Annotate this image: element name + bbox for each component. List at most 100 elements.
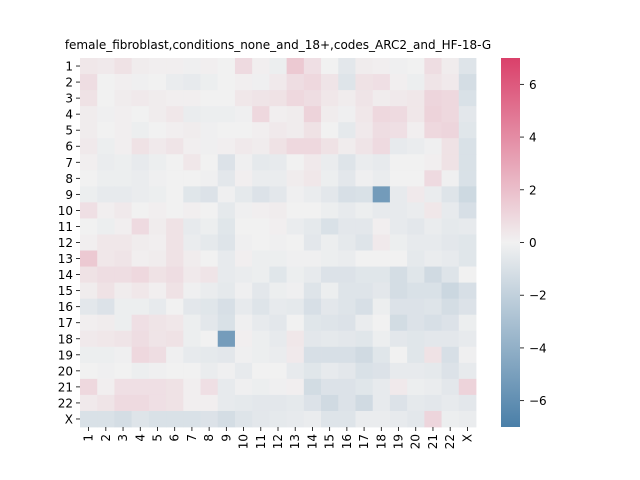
- colorbar: [501, 58, 520, 427]
- heatmap-cell: [338, 282, 356, 300]
- heatmap-cell: [286, 74, 305, 91]
- heatmap-cell: [269, 282, 288, 300]
- heatmap-cell: [458, 378, 477, 396]
- heatmap-cell: [338, 122, 356, 139]
- heatmap-cell: [234, 58, 253, 75]
- heatmap-cell: [286, 394, 305, 412]
- heatmap-cell: [200, 266, 219, 284]
- heatmap-cell: [269, 154, 288, 171]
- heatmap-cell: [407, 298, 425, 316]
- heatmap-cell: [355, 106, 374, 123]
- heatmap-cell: [97, 202, 115, 219]
- heatmap-cell: [200, 282, 219, 300]
- heatmap-cell: [252, 138, 270, 155]
- heatmap-cell: [303, 362, 322, 380]
- x-tick-label: 21: [426, 434, 440, 449]
- heatmap-cell: [252, 250, 270, 267]
- heatmap-cell: [338, 58, 356, 75]
- heatmap-cell: [183, 266, 201, 284]
- heatmap-cell: [114, 362, 133, 380]
- heatmap-cell: [114, 314, 133, 332]
- heatmap-cell: [458, 266, 477, 284]
- heatmap-cell: [389, 250, 408, 267]
- heatmap-cell: [458, 106, 477, 123]
- heatmap-cell: [131, 202, 150, 219]
- heatmap-cell: [441, 202, 460, 219]
- heatmap-cell: [217, 378, 236, 396]
- heatmap-cell: [269, 250, 288, 267]
- x-tick-label: 4: [133, 434, 147, 442]
- heatmap-cell: [303, 330, 322, 348]
- heatmap-cell: [303, 74, 322, 91]
- heatmap-cell: [407, 282, 425, 300]
- heatmap-cell: [131, 250, 150, 267]
- heatmap-cell: [441, 90, 460, 107]
- heatmap-cell: [441, 330, 460, 348]
- x-tick-label: 1: [82, 434, 96, 442]
- heatmap-cell: [338, 90, 356, 107]
- heatmap-cell: [80, 202, 98, 219]
- heatmap-cell: [80, 106, 98, 123]
- heatmap-cell: [200, 122, 219, 139]
- y-tick-label: 16: [58, 300, 73, 314]
- y-tick-label: 12: [58, 236, 73, 250]
- heatmap-cell: [303, 394, 322, 412]
- heatmap-cell: [183, 394, 201, 412]
- heatmap-cell: [303, 378, 322, 396]
- heatmap-cell: [321, 362, 339, 380]
- heatmap-cell: [97, 106, 115, 123]
- heatmap-cell: [321, 74, 339, 91]
- heatmap-cell: [183, 362, 201, 380]
- heatmap-cell: [407, 106, 425, 123]
- heatmap-cell: [424, 314, 442, 332]
- heatmap-cell: [234, 298, 253, 316]
- heatmap-cell: [355, 154, 374, 171]
- heatmap-cell: [217, 202, 236, 219]
- heatmap-cell: [407, 74, 425, 91]
- heatmap-cell: [183, 346, 201, 364]
- heatmap-cell: [97, 90, 115, 107]
- heatmap-cell: [234, 74, 253, 91]
- heatmap-cell: [217, 218, 236, 235]
- heatmap-cell: [217, 122, 236, 139]
- heatmap-cell: [458, 74, 477, 91]
- heatmap-cell: [321, 218, 339, 235]
- heatmap-cell: [286, 330, 305, 348]
- heatmap-cell: [372, 250, 391, 267]
- heatmap-cell: [321, 170, 339, 187]
- heatmap-cell: [269, 202, 288, 219]
- heatmap-cell: [252, 106, 270, 123]
- heatmap-cell: [217, 330, 236, 348]
- heatmap-cell: [355, 218, 374, 235]
- heatmap-cell: [303, 122, 322, 139]
- heatmap-cell: [200, 106, 219, 123]
- heatmap-cell: [200, 330, 219, 348]
- heatmap-cell: [80, 298, 98, 316]
- heatmap-cell: [389, 218, 408, 235]
- heatmap-cell: [389, 266, 408, 284]
- heatmap-cell: [166, 410, 184, 428]
- heatmap-cell: [372, 186, 391, 203]
- heatmap-cell: [166, 314, 184, 332]
- heatmap-cell: [234, 266, 253, 284]
- heatmap-cell: [372, 90, 391, 107]
- heatmap-cell: [303, 58, 322, 75]
- heatmap-cell: [97, 122, 115, 139]
- heatmap-cell: [80, 282, 98, 300]
- y-tick-label: 4: [65, 108, 73, 122]
- heatmap-cell: [131, 266, 150, 284]
- heatmap-cell: [252, 282, 270, 300]
- heatmap-cell: [217, 250, 236, 267]
- heatmap-cell: [321, 378, 339, 396]
- heatmap-cell: [97, 186, 115, 203]
- heatmap-cell: [303, 106, 322, 123]
- heatmap-cell: [131, 170, 150, 187]
- y-tick-label: 17: [58, 316, 73, 330]
- heatmap-cell: [148, 218, 167, 235]
- y-tick-label: 19: [58, 348, 73, 362]
- heatmap-cell: [166, 298, 184, 316]
- heatmap-cell: [131, 298, 150, 316]
- heatmap-cell: [234, 234, 253, 251]
- heatmap-cell: [441, 250, 460, 267]
